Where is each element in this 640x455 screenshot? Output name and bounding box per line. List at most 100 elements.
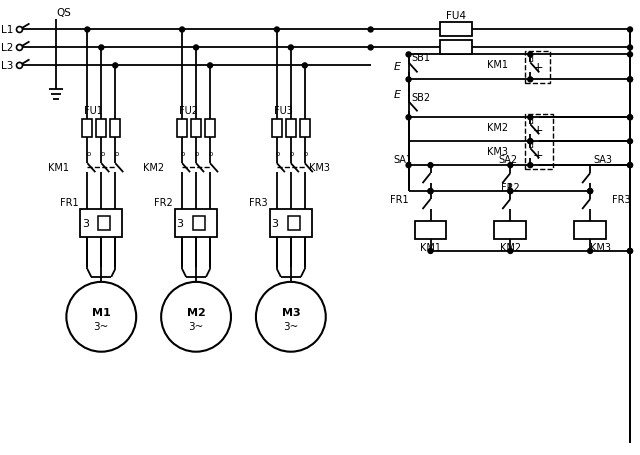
Text: FU1: FU1 bbox=[84, 106, 103, 116]
Bar bbox=[193, 217, 205, 231]
Bar bbox=[110, 120, 120, 138]
Bar bbox=[525, 52, 550, 84]
Circle shape bbox=[275, 28, 280, 33]
Bar bbox=[83, 120, 92, 138]
Text: FR2: FR2 bbox=[501, 183, 520, 192]
Text: d: d bbox=[529, 141, 534, 149]
Bar bbox=[525, 115, 553, 170]
Text: o: o bbox=[100, 151, 104, 157]
Circle shape bbox=[207, 64, 212, 69]
Text: E: E bbox=[394, 90, 401, 100]
Bar bbox=[415, 222, 447, 239]
Circle shape bbox=[368, 46, 373, 51]
Text: KM1: KM1 bbox=[487, 60, 508, 70]
Bar bbox=[440, 41, 472, 56]
Bar bbox=[574, 222, 606, 239]
Circle shape bbox=[289, 46, 293, 51]
Text: o: o bbox=[181, 151, 185, 157]
Circle shape bbox=[628, 116, 632, 121]
Circle shape bbox=[628, 163, 632, 168]
Circle shape bbox=[428, 163, 433, 168]
Text: SB1: SB1 bbox=[412, 53, 431, 63]
Circle shape bbox=[528, 139, 532, 144]
Circle shape bbox=[428, 249, 433, 254]
Text: KM3: KM3 bbox=[308, 163, 330, 173]
Text: KM3: KM3 bbox=[590, 243, 611, 253]
Circle shape bbox=[628, 46, 632, 51]
Circle shape bbox=[180, 28, 184, 33]
Circle shape bbox=[628, 163, 632, 168]
Circle shape bbox=[508, 189, 513, 194]
Text: FR3: FR3 bbox=[612, 195, 630, 205]
Circle shape bbox=[508, 249, 513, 254]
Circle shape bbox=[428, 189, 433, 194]
Text: M1: M1 bbox=[92, 307, 111, 317]
Circle shape bbox=[368, 28, 373, 33]
Bar bbox=[81, 210, 122, 238]
Text: 3~: 3~ bbox=[93, 321, 109, 331]
Circle shape bbox=[406, 116, 411, 121]
Text: FR2: FR2 bbox=[154, 197, 173, 207]
Bar bbox=[96, 120, 106, 138]
Text: o: o bbox=[86, 151, 90, 157]
Text: 3~: 3~ bbox=[188, 321, 204, 331]
Circle shape bbox=[17, 46, 22, 51]
Text: +: + bbox=[533, 123, 543, 136]
Text: FU2: FU2 bbox=[179, 106, 198, 116]
Text: FU4: FU4 bbox=[447, 10, 467, 20]
Circle shape bbox=[193, 46, 198, 51]
Text: FU3: FU3 bbox=[274, 106, 292, 116]
Text: d: d bbox=[529, 116, 534, 126]
Circle shape bbox=[67, 282, 136, 352]
Bar bbox=[286, 120, 296, 138]
Text: FR3: FR3 bbox=[249, 197, 268, 207]
Text: KM1: KM1 bbox=[420, 243, 441, 253]
Text: FR1: FR1 bbox=[60, 197, 78, 207]
Text: M2: M2 bbox=[187, 307, 205, 317]
Circle shape bbox=[588, 189, 593, 194]
Text: KM2: KM2 bbox=[487, 123, 508, 133]
Circle shape bbox=[528, 53, 532, 58]
Bar bbox=[99, 217, 110, 231]
Circle shape bbox=[628, 78, 632, 83]
Text: d: d bbox=[529, 55, 534, 64]
Text: o: o bbox=[114, 151, 118, 157]
Circle shape bbox=[85, 28, 90, 33]
Circle shape bbox=[628, 78, 632, 83]
Circle shape bbox=[256, 282, 326, 352]
Circle shape bbox=[528, 139, 532, 144]
Text: FR1: FR1 bbox=[390, 195, 408, 205]
Circle shape bbox=[628, 28, 632, 33]
Bar bbox=[494, 222, 526, 239]
Circle shape bbox=[17, 63, 22, 69]
Text: 3~: 3~ bbox=[283, 321, 298, 331]
Text: o: o bbox=[303, 151, 308, 157]
Circle shape bbox=[528, 163, 532, 168]
Text: o: o bbox=[290, 151, 294, 157]
Bar bbox=[177, 120, 187, 138]
Text: +: + bbox=[533, 61, 543, 74]
Text: KM2: KM2 bbox=[500, 243, 521, 253]
Text: +: + bbox=[533, 148, 543, 162]
Text: E: E bbox=[394, 62, 401, 72]
Text: 3: 3 bbox=[82, 218, 89, 228]
Text: o: o bbox=[209, 151, 213, 157]
Text: 3: 3 bbox=[177, 218, 184, 228]
Text: L1: L1 bbox=[1, 25, 13, 35]
Text: SB2: SB2 bbox=[412, 93, 431, 103]
Bar bbox=[205, 120, 215, 138]
Circle shape bbox=[628, 116, 632, 121]
Circle shape bbox=[508, 163, 513, 168]
Text: KM2: KM2 bbox=[143, 163, 164, 173]
Circle shape bbox=[508, 189, 513, 194]
Circle shape bbox=[588, 189, 593, 194]
Circle shape bbox=[528, 116, 532, 121]
Bar bbox=[300, 120, 310, 138]
Circle shape bbox=[428, 189, 433, 194]
Bar bbox=[191, 120, 201, 138]
Bar bbox=[270, 210, 312, 238]
Text: L3: L3 bbox=[1, 61, 13, 71]
Text: SA3: SA3 bbox=[593, 155, 612, 165]
Text: 3: 3 bbox=[271, 218, 278, 228]
Circle shape bbox=[406, 163, 411, 168]
